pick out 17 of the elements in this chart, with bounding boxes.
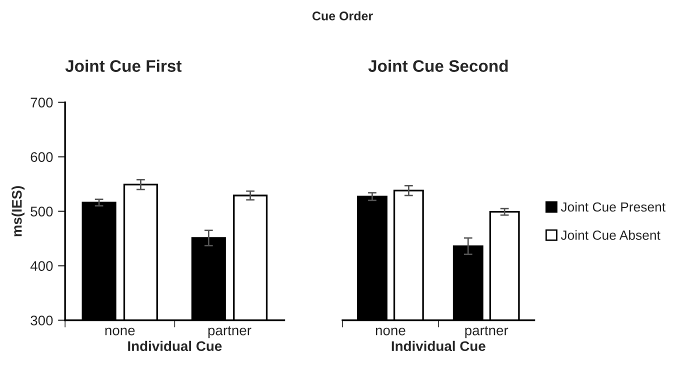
chart-title: Joint Cue First bbox=[65, 60, 182, 72]
y-axis-title: ms(IES) bbox=[12, 186, 25, 236]
x-tick-label: partner bbox=[208, 326, 252, 338]
chart-title: Joint Cue Second bbox=[368, 60, 508, 72]
legend-label: Joint Cue Present bbox=[560, 202, 666, 212]
y-tick-label: 700 bbox=[30, 98, 53, 108]
x-tick-label: none bbox=[376, 328, 406, 336]
legend-label: Joint Cue Absent bbox=[560, 230, 660, 240]
x-axis-title: Individual Cue bbox=[392, 340, 486, 352]
y-tick-label: 400 bbox=[30, 261, 53, 271]
text: Cue Order bbox=[312, 11, 373, 20]
y-tick-label: 300 bbox=[30, 316, 53, 326]
x-tick-label: partner bbox=[465, 326, 508, 338]
x-axis-title: Individual Cue bbox=[128, 340, 222, 352]
y-tick-label: 600 bbox=[30, 152, 53, 162]
x-tick-label: none bbox=[105, 328, 135, 336]
y-tick-label: 500 bbox=[30, 206, 53, 216]
